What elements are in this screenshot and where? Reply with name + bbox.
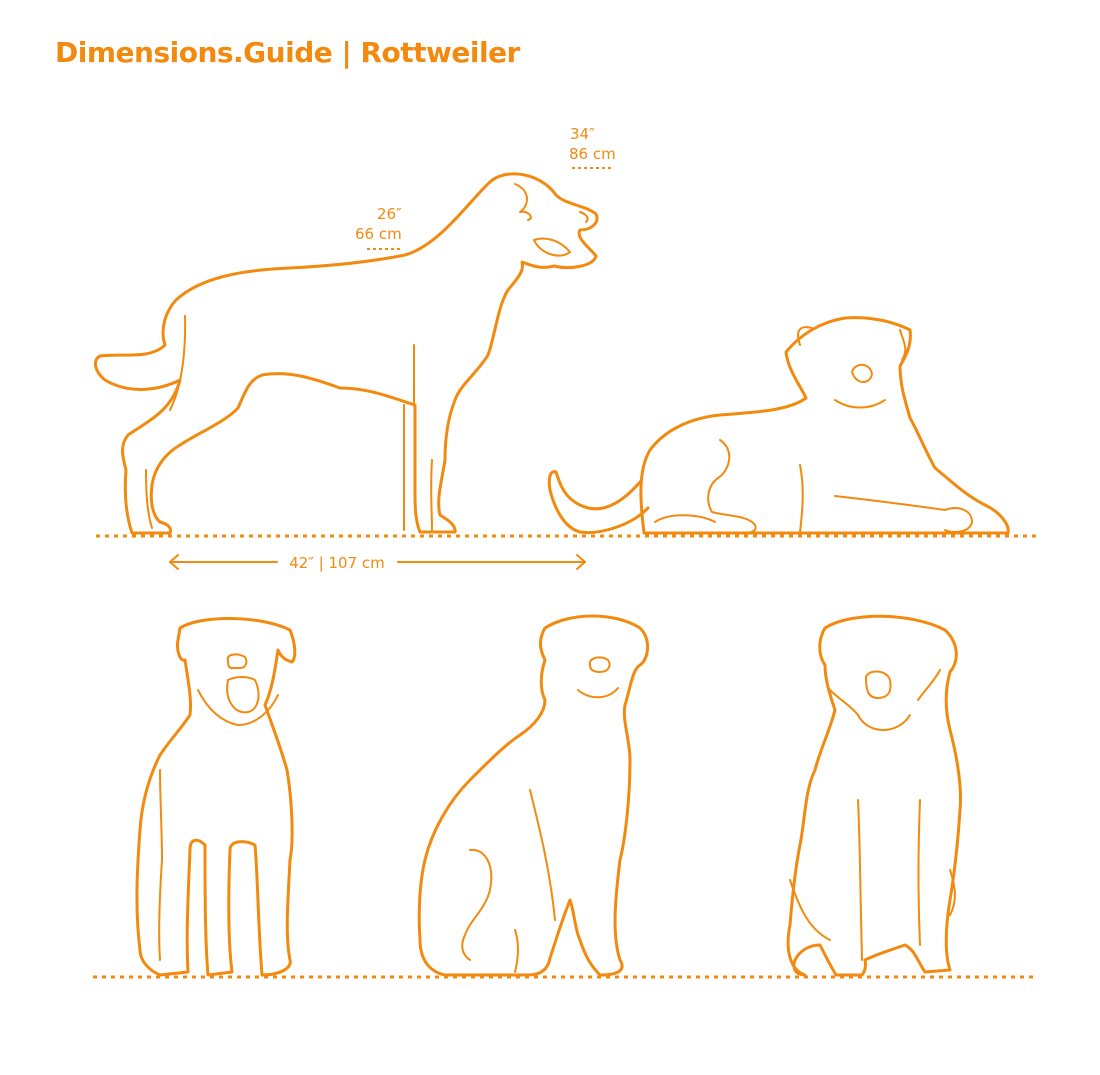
length-dimension: 42″ | 107 cm [169, 554, 586, 572]
withers-height-marker: 26″ 66 cm [355, 205, 402, 250]
lying-dog-icon [547, 316, 1010, 535]
standing-dog-front-icon [135, 617, 297, 977]
page-title: Dimensions.Guide | Rottweiler [55, 36, 520, 69]
arrow-right-icon [576, 554, 586, 570]
withers-height-in: 26″ [377, 205, 402, 223]
arrow-left-icon [169, 554, 179, 570]
head-height-in: 34″ [570, 125, 595, 143]
length-label: 42″ | 107 cm [289, 554, 385, 572]
sitting-dog-angled-icon [417, 614, 649, 977]
sitting-dog-front-icon [786, 614, 962, 977]
head-height-marker: 34″ 86 cm [569, 125, 616, 169]
withers-height-cm: 66 cm [355, 225, 402, 243]
head-height-cm: 86 cm [569, 145, 616, 163]
standing-dog-side-icon [93, 172, 599, 535]
